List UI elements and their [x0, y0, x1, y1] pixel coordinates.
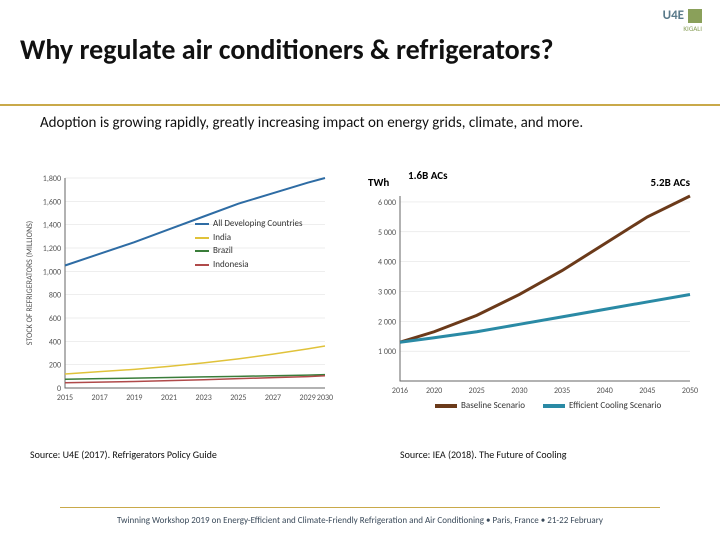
logo-badge-icon	[688, 9, 702, 23]
right-chart-legend: Baseline Scenario Efficient Cooling Scena…	[435, 400, 661, 414]
right-source: Source: IEA (2018). The Future of Coolin…	[400, 448, 567, 461]
svg-text:1,000: 1,000	[43, 267, 61, 277]
svg-text:2029: 2029	[300, 393, 316, 403]
left-source: Source: U4E (2017). Refrigerators Policy…	[30, 448, 217, 461]
svg-text:2016: 2016	[392, 386, 408, 396]
svg-text:1,600: 1,600	[43, 197, 61, 207]
svg-text:2 000: 2 000	[378, 317, 396, 327]
svg-text:4 000: 4 000	[378, 258, 396, 268]
legend-item: India	[195, 232, 303, 244]
svg-text:1,400: 1,400	[43, 221, 61, 231]
legend-item: Brazil	[195, 245, 303, 257]
svg-text:STOCK OF REFRIGERATORS (MILLIO: STOCK OF REFRIGERATORS (MILLIONS)	[25, 221, 35, 345]
page-title: Why regulate air conditioners & refriger…	[20, 34, 553, 66]
svg-text:2050: 2050	[682, 386, 698, 396]
svg-text:2035: 2035	[554, 386, 570, 396]
brand-logo: U4E	[663, 8, 702, 23]
legend-item: Indonesia	[195, 259, 303, 271]
page-subtitle: Adoption is growing rapidly, greatly inc…	[40, 114, 680, 133]
svg-text:2015: 2015	[57, 393, 73, 403]
left-chart-panel: 02004006008001,0001,2001,4001,6001,80020…	[20, 168, 350, 448]
svg-text:200: 200	[49, 361, 61, 371]
svg-text:3 000: 3 000	[378, 287, 396, 297]
footer-rule	[60, 507, 660, 508]
refrigerator-stock-chart: 02004006008001,0001,2001,4001,6001,80020…	[20, 168, 350, 448]
svg-text:2023: 2023	[196, 393, 212, 403]
svg-text:2030: 2030	[511, 386, 527, 396]
svg-text:2040: 2040	[597, 386, 613, 396]
footer-text: Twinning Workshop 2019 on Energy-Efficie…	[0, 515, 720, 526]
svg-text:2021: 2021	[161, 393, 177, 403]
svg-text:2045: 2045	[639, 386, 655, 396]
logo-subtext: KIGALI	[683, 24, 702, 33]
svg-text:1,200: 1,200	[43, 244, 61, 254]
acs-count-2050: 5.2B ACs	[651, 176, 691, 189]
svg-text:2027: 2027	[265, 393, 281, 403]
svg-text:5 000: 5 000	[378, 228, 396, 238]
svg-text:2019: 2019	[126, 393, 142, 403]
svg-text:400: 400	[49, 337, 61, 347]
legend-item: All Developing Countries	[195, 218, 303, 230]
title-rule	[0, 104, 720, 106]
svg-text:2025: 2025	[469, 386, 485, 396]
right-chart-panel: 1 000 2 000 3 000 4 000 5 000 6 000 2016 2020 20…	[350, 168, 700, 448]
svg-text:2030: 2030	[317, 393, 333, 403]
acs-count-2016: 1.6B ACs	[408, 170, 448, 182]
legend-item: Baseline Scenario	[435, 400, 525, 412]
svg-text:6 000: 6 000	[378, 198, 396, 208]
svg-text:800: 800	[49, 291, 61, 301]
svg-text:2020: 2020	[426, 386, 442, 396]
svg-text:2017: 2017	[92, 393, 108, 403]
left-chart-legend: All Developing Countries IndiaBrazil Indon…	[195, 218, 303, 273]
svg-text:600: 600	[49, 314, 61, 324]
legend-item: Efficient Cooling Scenario	[543, 400, 661, 412]
twh-label: TWh	[368, 176, 389, 189]
svg-text:1,800: 1,800	[43, 174, 61, 184]
charts-container: 02004006008001,0001,2001,4001,6001,80020…	[20, 168, 700, 448]
svg-text:2025: 2025	[230, 393, 246, 403]
svg-text:1 000: 1 000	[378, 347, 396, 357]
logo-text: U4E	[663, 8, 684, 23]
